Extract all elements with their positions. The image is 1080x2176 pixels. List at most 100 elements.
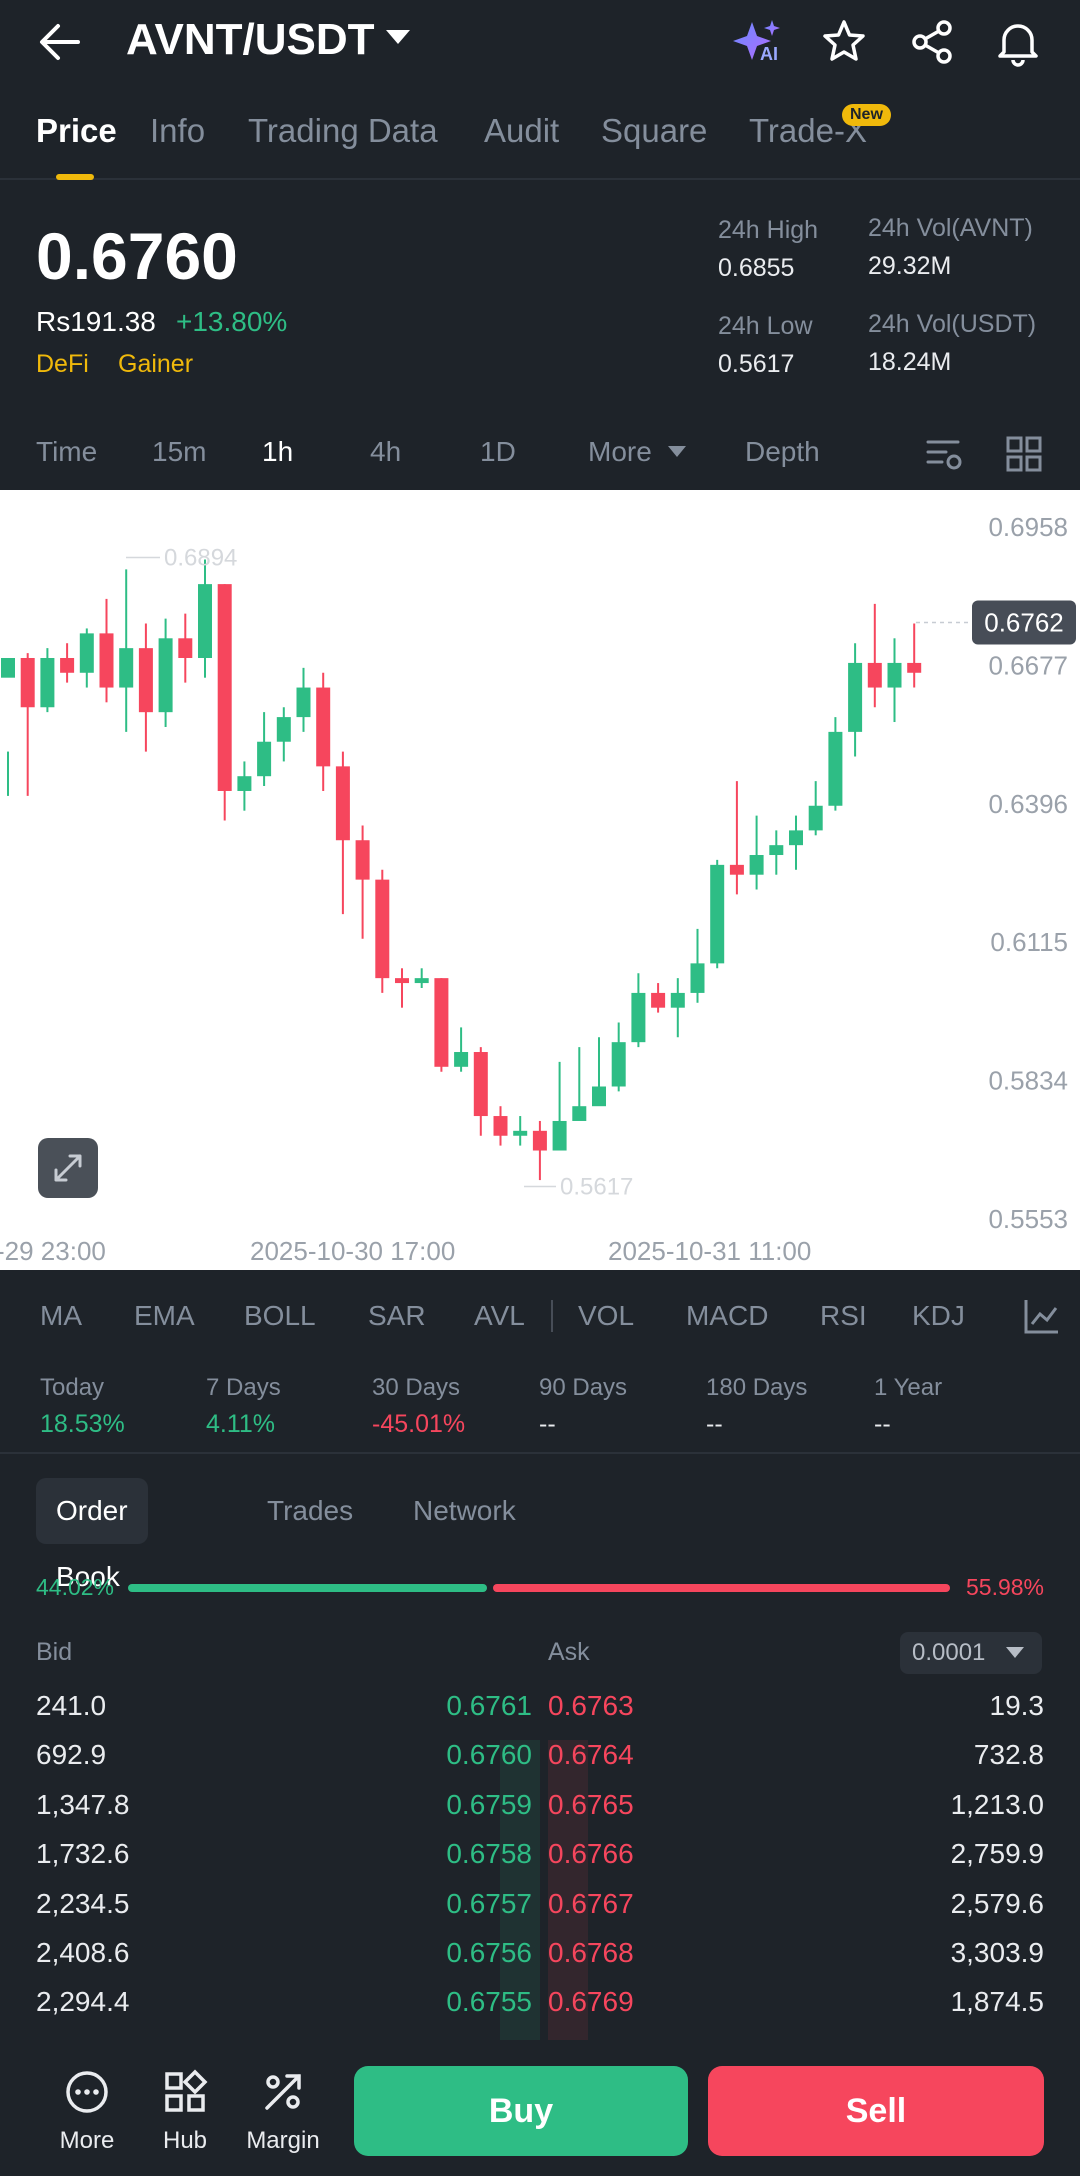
order-book-row[interactable]: 2,408.6 0.6756 0.6768 3,303.9: [0, 1929, 1080, 1977]
bid-price: 0.6755: [446, 1986, 532, 2017]
y-tick-label: 0.6115: [990, 927, 1068, 957]
tf-1h[interactable]: 1h: [262, 436, 294, 467]
bid-qty: 2,294.4: [36, 1986, 130, 2017]
bid-qty: 1,732.6: [36, 1838, 130, 1869]
bell-icon[interactable]: [990, 14, 1046, 70]
pair-title[interactable]: AVNT/USDT: [126, 15, 375, 64]
high-value: 0.6855: [718, 254, 795, 282]
performance-row: Today 18.53% 7 Days 4.11% 30 Days -45.01…: [0, 1364, 1080, 1454]
indicator-boll[interactable]: BOLL: [244, 1300, 316, 1331]
tf-time[interactable]: Time: [36, 436, 98, 467]
order-book-row[interactable]: 692.9 0.6760 0.6764 732.8: [0, 1731, 1080, 1779]
tab-trading-data[interactable]: Trading Data: [248, 112, 438, 149]
margin-icon: [265, 2074, 301, 2110]
candle-body: [414, 978, 429, 984]
order-book-row[interactable]: 1,732.6 0.6758 0.6766 2,759.9: [0, 1830, 1080, 1878]
tab-order-book[interactable]: Order Book: [36, 1478, 148, 1592]
candle-body: [690, 963, 705, 993]
candle-body: [789, 830, 803, 846]
pair-dropdown-icon[interactable]: [386, 30, 410, 44]
bid-qty: 241.0: [36, 1690, 107, 1721]
ask-ratio: 55.98%: [965, 1574, 1044, 1600]
tab-network[interactable]: Network: [413, 1495, 516, 1526]
candle-body: [592, 1086, 606, 1107]
indicator-avl[interactable]: AVL: [474, 1300, 525, 1331]
margin-button[interactable]: Margin: [238, 2068, 328, 2155]
bid-column-label: Bid: [36, 1638, 73, 1666]
ask-price: 0.6763: [548, 1690, 634, 1721]
candle-body: [473, 1052, 488, 1117]
candle-body: [316, 687, 331, 767]
expand-chart-icon[interactable]: [38, 1138, 98, 1198]
order-book-row[interactable]: 2,234.5 0.6757 0.6767 2,579.6: [0, 1880, 1080, 1928]
perf-label: 90 Days: [539, 1374, 628, 1401]
perf-value: --: [874, 1410, 891, 1438]
tab-info[interactable]: Info: [150, 112, 206, 149]
indicator-vol[interactable]: VOL: [578, 1300, 635, 1331]
tab-audit[interactable]: Audit: [484, 112, 560, 149]
hub-button[interactable]: Hub: [140, 2068, 230, 2155]
bid-ratio: 44.02%: [36, 1574, 115, 1600]
y-tick-label: 0.5834: [988, 1066, 1068, 1096]
indicator-macd[interactable]: MACD: [686, 1300, 769, 1331]
tab-price[interactable]: Price: [36, 112, 117, 149]
x-tick-label: -29 23:00: [0, 1236, 106, 1266]
back-arrow-icon[interactable]: [30, 14, 90, 70]
indicator-kdj[interactable]: KDJ: [912, 1300, 965, 1331]
ask-qty: 1,874.5: [950, 1986, 1044, 2017]
candle-body: [848, 662, 863, 732]
bid-depth-shade: [500, 1740, 540, 2040]
chart-canvas[interactable]: 0.6958 0.6677 0.6396 0.6115 0.5834 0.5553 -29 …: [0, 490, 1080, 1270]
tf-1d[interactable]: 1D: [480, 436, 516, 467]
tag-gainer[interactable]: Gainer: [118, 350, 194, 378]
more-caret-icon[interactable]: [668, 446, 686, 457]
order-book-row[interactable]: 2,294.4 0.6755 0.6769 1,874.5: [0, 1978, 1080, 2026]
indicator-divider: [551, 1300, 553, 1332]
order-book-row[interactable]: 241.0 0.6761 0.6763 19.3: [0, 1682, 1080, 1730]
share-icon[interactable]: [904, 14, 960, 70]
bid-qty: 2,408.6: [36, 1937, 130, 1968]
chevron-down-icon[interactable]: [1006, 1647, 1024, 1658]
indicator-rsi[interactable]: RSI: [820, 1300, 867, 1331]
bid-qty: 2,234.5: [36, 1888, 130, 1919]
chart-settings-icon[interactable]: [924, 434, 964, 479]
layout-grid-icon[interactable]: [1004, 434, 1044, 479]
timeframe-bar: Time 15m 1h 4h 1D More Depth: [0, 418, 1080, 488]
star-icon[interactable]: [816, 14, 872, 70]
tf-15m[interactable]: 15m: [152, 436, 207, 467]
tab-trades[interactable]: Trades: [267, 1495, 354, 1526]
tf-depth[interactable]: Depth: [745, 436, 820, 467]
ask-qty: 3,303.9: [950, 1937, 1044, 1968]
ask-qty: 732.8: [973, 1739, 1044, 1770]
candle-body: [729, 864, 744, 875]
ask-qty: 2,759.9: [950, 1838, 1044, 1869]
more-label: More: [59, 2127, 115, 2154]
ai-sparkle-icon[interactable]: AI: [730, 14, 786, 70]
hub-grid-icon: [165, 2069, 208, 2112]
indicator-sar[interactable]: SAR: [368, 1300, 426, 1331]
indicator-ma[interactable]: MA: [40, 1300, 82, 1331]
more-button[interactable]: More: [42, 2068, 132, 2155]
candle-body: [493, 1116, 508, 1136]
y-tick-label: 0.6958: [988, 512, 1068, 542]
tf-more[interactable]: More: [588, 436, 652, 467]
tag-defi[interactable]: DeFi: [36, 350, 89, 378]
tab-square[interactable]: Square: [601, 112, 708, 149]
indicator-settings-icon[interactable]: [1022, 1296, 1062, 1341]
order-book-row[interactable]: 1,347.8 0.6759 0.6765 1,213.0: [0, 1781, 1080, 1829]
perf-value: 18.53%: [40, 1410, 125, 1438]
ask-price: 0.6764: [548, 1739, 634, 1770]
tf-4h[interactable]: 4h: [370, 436, 402, 467]
active-tab-indicator: [56, 174, 94, 180]
ask-qty: 1,213.0: [950, 1789, 1044, 1820]
sell-button[interactable]: Sell: [708, 2066, 1044, 2156]
candle-body: [158, 638, 173, 713]
hub-label: Hub: [162, 2127, 208, 2154]
indicator-ema[interactable]: EMA: [134, 1300, 195, 1331]
buy-button[interactable]: Buy: [354, 2066, 688, 2156]
candle-body: [1, 657, 15, 678]
current-price-tag: [972, 600, 1076, 645]
candle-body: [611, 1042, 626, 1087]
ask-price: 0.6766: [548, 1838, 634, 1869]
candlestick-chart[interactable]: 0.6958 0.6677 0.6396 0.6115 0.5834 0.5553 -29 …: [0, 490, 1080, 1270]
